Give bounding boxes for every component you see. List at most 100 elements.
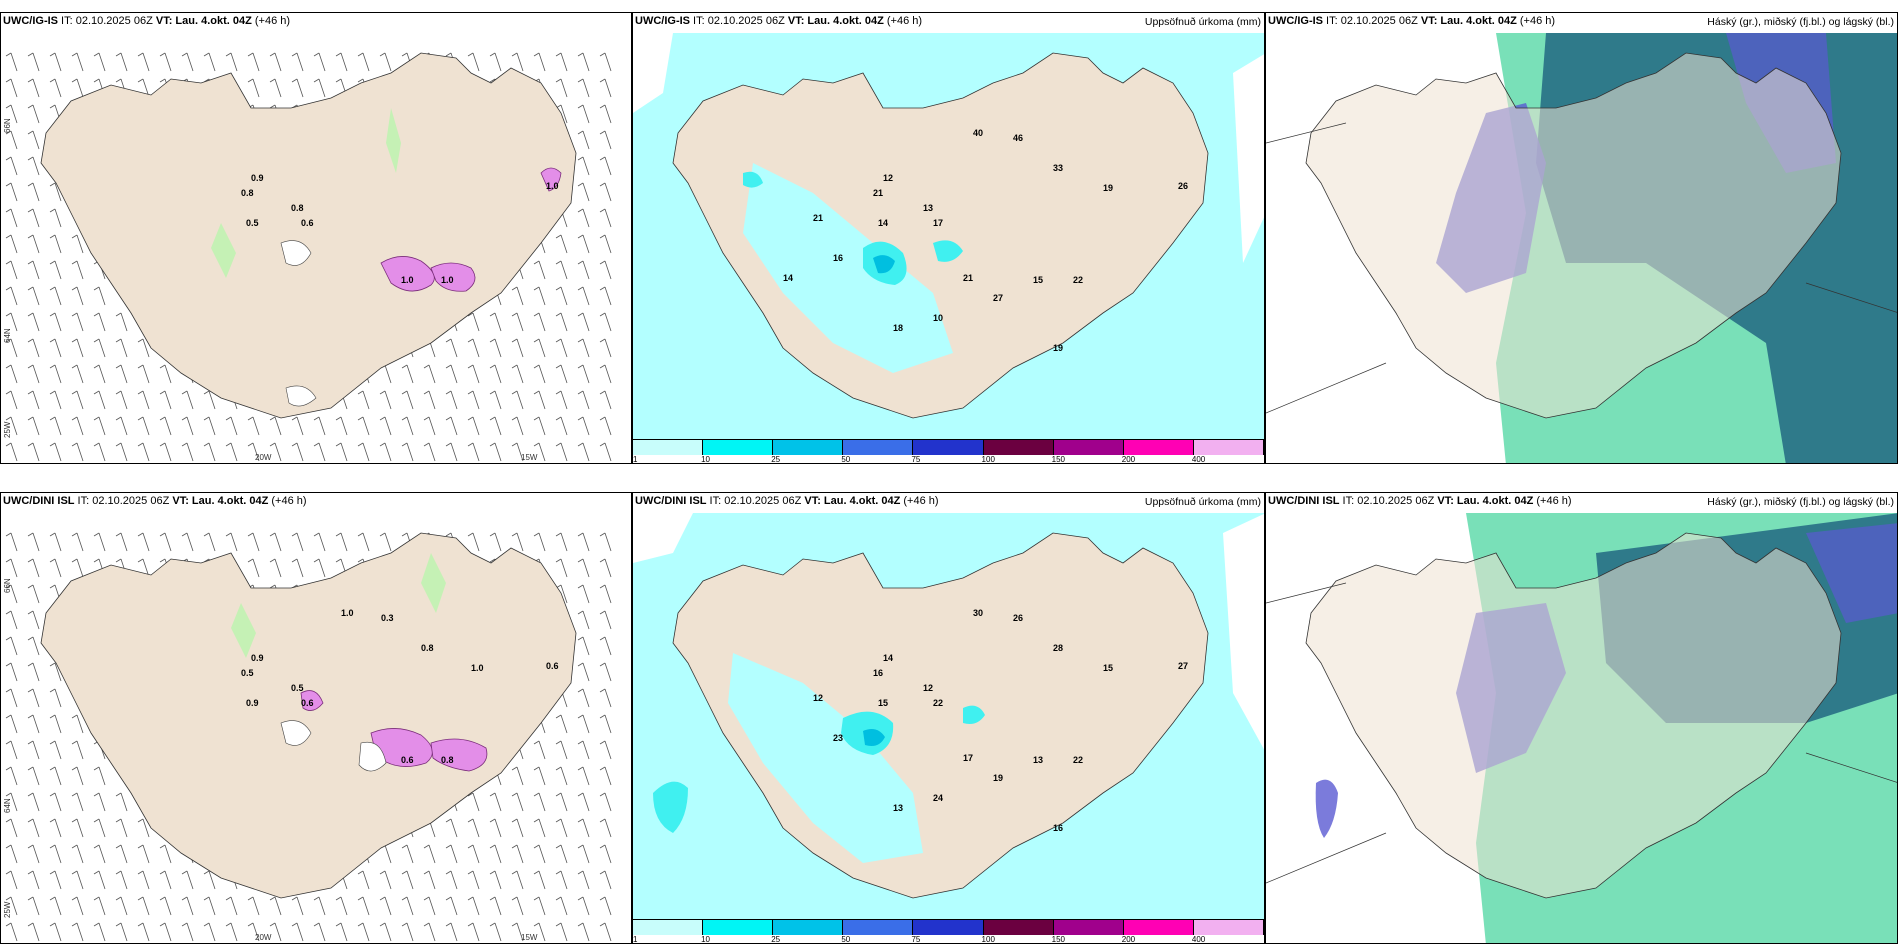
colorbar-tick: 400 xyxy=(1191,935,1206,944)
value-label: 21 xyxy=(963,273,974,283)
value-label: 21 xyxy=(813,213,824,223)
colorbar-swatch xyxy=(773,440,844,455)
value-label: 19 xyxy=(993,773,1004,783)
colorbar-tick: 50 xyxy=(841,455,851,464)
lat-label-66n: 66N xyxy=(3,118,12,133)
lon-label-15w: 15W xyxy=(521,933,538,942)
value-label: 16 xyxy=(873,668,884,678)
lon-label-20w: 20W xyxy=(255,453,272,462)
value-label: 1.0 xyxy=(401,275,414,285)
panel-clouds-dini: UWC/DINI ISL IT: 02.10.2025 06Z VT: Lau.… xyxy=(1265,492,1898,944)
colorbar-tick: 50 xyxy=(841,935,851,944)
colorbar-swatch xyxy=(703,440,774,455)
lon-label-25w: 25W xyxy=(3,421,12,438)
colorbar-swatch xyxy=(633,440,704,455)
panel-title: UWC/DINI ISL IT: 02.10.2025 06Z VT: Lau.… xyxy=(635,495,939,507)
colorbar-swatches xyxy=(633,919,1264,935)
map-canvas xyxy=(1266,513,1897,943)
colorbar-swatch xyxy=(633,920,704,935)
colorbar-tick: 100 xyxy=(981,935,995,944)
panel-subtitle: Uppsöfnuð úrkoma (mm) xyxy=(1144,16,1261,28)
colorbar-swatches xyxy=(633,439,1264,455)
value-label: 24 xyxy=(933,793,944,803)
value-label: 0.9 xyxy=(251,653,264,663)
value-label: 0.9 xyxy=(251,173,264,183)
colorbar-tick: 200 xyxy=(1121,935,1136,944)
value-label: 0.5 xyxy=(291,683,304,693)
value-label: 30 xyxy=(973,608,984,618)
colorbar-swatch xyxy=(1193,920,1264,935)
colorbar-swatch xyxy=(1053,920,1124,935)
value-label: 27 xyxy=(1178,661,1189,671)
colorbar-ticks: 1 10 25 50 75 100 150 200 400 xyxy=(633,935,1264,944)
colorbar-swatch xyxy=(983,440,1054,455)
colorbar-ticks: 1 10 25 50 75 100 150 200 400 xyxy=(633,455,1264,464)
value-label: 0.5 xyxy=(241,668,254,678)
panel-title: UWC/IG-IS IT: 02.10.2025 06Z VT: Lau. 4.… xyxy=(3,15,291,27)
value-label: 12 xyxy=(923,683,934,693)
value-label: 26 xyxy=(1013,613,1024,623)
value-label: 19 xyxy=(1053,343,1064,353)
lat-label-66n: 66N xyxy=(3,578,12,593)
colorbar-swatch xyxy=(913,440,984,455)
map-canvas xyxy=(1266,33,1897,463)
value-label: 21 xyxy=(873,188,884,198)
value-label: 0.8 xyxy=(291,203,304,213)
colorbar-tick: 75 xyxy=(911,935,921,944)
value-label: 1.0 xyxy=(341,608,354,618)
colorbar-tick: 25 xyxy=(771,455,781,464)
panel-precip-dini: UWC/DINI ISL IT: 02.10.2025 06Z VT: Lau.… xyxy=(632,492,1265,944)
value-label: 40 xyxy=(973,128,984,138)
value-label: 14 xyxy=(883,653,894,663)
value-label: 1.0 xyxy=(471,663,484,673)
precip-colorbar: 1 10 25 50 75 100 150 200 400 xyxy=(633,439,1264,463)
colorbar-swatch xyxy=(983,920,1054,935)
value-label: 0.8 xyxy=(441,755,454,765)
lat-label-64n: 64N xyxy=(3,328,12,343)
panel-icing-igis: UWC/IG-IS IT: 02.10.2025 06Z VT: Lau. 4.… xyxy=(0,12,632,464)
value-label: 12 xyxy=(813,693,824,703)
colorbar-tick: 10 xyxy=(701,455,711,464)
value-label: 0.6 xyxy=(301,218,314,228)
colorbar-swatch xyxy=(913,920,984,935)
value-label: 1.0 xyxy=(441,275,454,285)
panel-precip-igis: UWC/IG-IS IT: 02.10.2025 06Z VT: Lau. 4.… xyxy=(632,12,1265,464)
value-label: 17 xyxy=(933,218,944,228)
panel-title: UWC/DINI ISL IT: 02.10.2025 06Z VT: Lau.… xyxy=(3,495,307,507)
lon-label-25w: 25W xyxy=(3,901,12,918)
value-label: 0.3 xyxy=(381,613,394,623)
lon-label-15w: 15W xyxy=(521,453,538,462)
colorbar-swatch xyxy=(1123,440,1194,455)
colorbar-tick: 150 xyxy=(1051,935,1066,944)
value-label: 0.5 xyxy=(246,218,259,228)
value-label: 13 xyxy=(1033,755,1044,765)
colorbar-swatch xyxy=(843,440,914,455)
value-label: 28 xyxy=(1053,643,1064,653)
colorbar-swatch xyxy=(843,920,914,935)
value-label: 0.8 xyxy=(241,188,254,198)
panel-subtitle: Háský (gr.), miðský (fj.bl.) og lágský (… xyxy=(1707,496,1894,508)
value-label: 0.6 xyxy=(401,755,414,765)
value-label: 22 xyxy=(1073,755,1084,765)
colorbar-swatch xyxy=(703,920,774,935)
value-label: 46 xyxy=(1013,133,1024,143)
colorbar-tick: 400 xyxy=(1191,455,1206,464)
map-canvas xyxy=(633,513,1264,925)
value-label: 15 xyxy=(1103,663,1114,673)
panel-title: UWC/DINI ISL IT: 02.10.2025 06Z VT: Lau.… xyxy=(1268,495,1572,507)
precip-colorbar: 1 10 25 50 75 100 150 200 400 xyxy=(633,919,1264,943)
value-label: 15 xyxy=(1033,275,1044,285)
value-label: 13 xyxy=(893,803,904,813)
lat-label-64n: 64N xyxy=(3,798,12,813)
panel-icing-dini: UWC/DINI ISL IT: 02.10.2025 06Z VT: Lau.… xyxy=(0,492,632,944)
value-label: 22 xyxy=(1073,275,1084,285)
value-label: 16 xyxy=(833,253,844,263)
colorbar-tick: 10 xyxy=(701,935,711,944)
map-canvas xyxy=(5,532,612,942)
colorbar-tick: 25 xyxy=(771,935,781,944)
value-label: 13 xyxy=(923,203,934,213)
value-label: 14 xyxy=(878,218,889,228)
value-label: 15 xyxy=(878,698,889,708)
value-label: 0.8 xyxy=(421,643,434,653)
colorbar-tick: 75 xyxy=(911,455,921,464)
